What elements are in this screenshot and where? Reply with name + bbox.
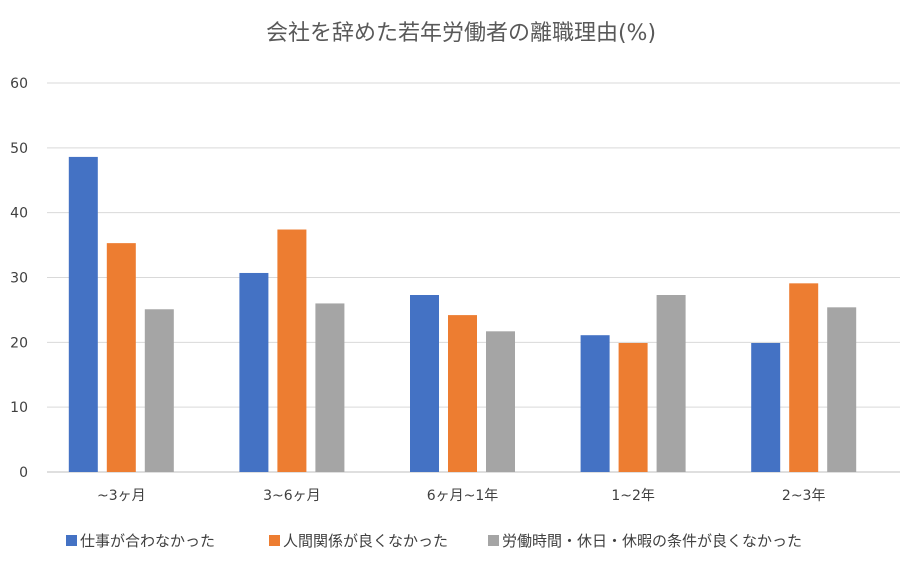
legend: 仕事が合わなかった 人間関係が良くなかった 労働時間・休日・休暇の条件が良くなかった — [66, 532, 802, 550]
bar — [656, 295, 686, 472]
y-tick-label: 0 — [19, 465, 28, 481]
bar — [106, 243, 136, 472]
legend-label: 人間関係が良くなかった — [283, 532, 448, 550]
x-category-label: ~3ヶ月 — [97, 488, 146, 504]
bar — [410, 295, 439, 472]
y-tick-label: 60 — [10, 76, 28, 92]
y-tick-label: 30 — [10, 271, 28, 287]
legend-swatch — [488, 535, 499, 546]
bar — [827, 307, 857, 472]
x-category-label: 3~6ヶ月 — [263, 488, 321, 504]
y-axis-ticks: 0 10 20 30 40 50 60 — [10, 76, 28, 481]
chart-title: 会社を辞めた若年労働者の離職理由(%) — [266, 21, 656, 46]
x-category-label: 6ヶ月~1年 — [427, 488, 499, 504]
bar — [144, 309, 174, 472]
bar — [486, 331, 515, 472]
bar — [239, 272, 269, 472]
bar — [277, 229, 307, 472]
x-category-label: 1~2年 — [611, 488, 655, 504]
bar — [68, 156, 98, 472]
x-axis-categories: ~3ヶ月 3~6ヶ月 6ヶ月~1年 1~2年 2~3年 — [97, 488, 825, 504]
bar — [789, 283, 819, 472]
legend-label: 労働時間・休日・休暇の条件が良くなかった — [502, 532, 802, 550]
legend-label: 仕事が合わなかった — [80, 532, 215, 550]
legend-swatch — [66, 535, 77, 546]
bar — [580, 335, 610, 472]
bar — [618, 342, 648, 472]
y-tick-label: 20 — [10, 335, 28, 351]
legend-swatch — [269, 535, 280, 546]
y-tick-label: 50 — [10, 141, 28, 157]
x-category-label: 2~3年 — [782, 488, 826, 504]
bar — [751, 342, 781, 472]
y-tick-label: 10 — [10, 400, 28, 416]
bars — [68, 156, 857, 472]
bar — [315, 303, 345, 472]
y-tick-label: 40 — [10, 206, 28, 222]
bar — [448, 315, 477, 472]
